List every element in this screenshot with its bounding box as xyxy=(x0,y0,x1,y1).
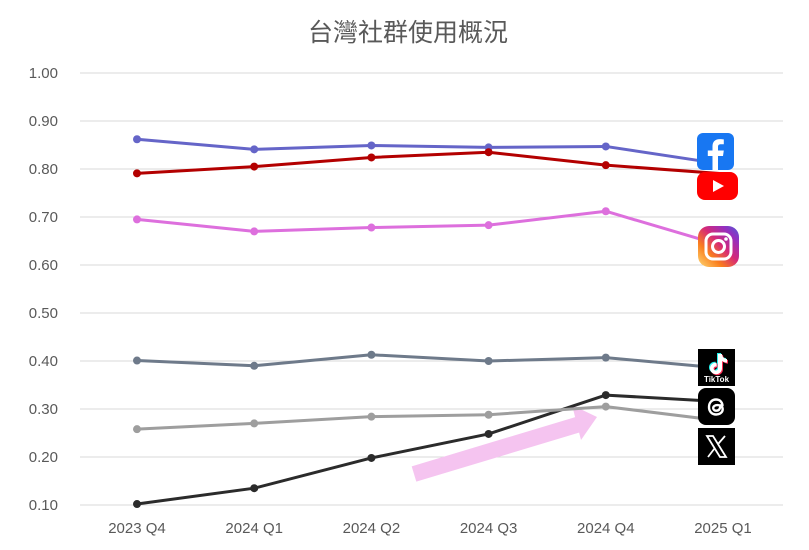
series-youtube xyxy=(133,148,724,178)
data-point-tiktok xyxy=(601,353,610,362)
series-line-tiktok xyxy=(136,353,724,370)
data-point-tiktok xyxy=(484,357,493,365)
data-point-facebook xyxy=(601,142,610,151)
data-point-threads xyxy=(367,453,376,462)
series-line-instagram xyxy=(136,209,724,248)
y-tick-label: 0.10 xyxy=(29,497,58,514)
trend-arrow xyxy=(411,405,597,482)
series-line-threads xyxy=(136,393,724,506)
gridlines xyxy=(80,72,783,506)
y-tick-label: 0.60 xyxy=(29,257,58,274)
series-threads xyxy=(133,391,724,509)
data-point-tiktok xyxy=(250,361,259,370)
data-point-youtube xyxy=(133,169,141,178)
series-line-youtube xyxy=(136,150,724,176)
data-point-threads xyxy=(250,484,259,493)
data-point-facebook xyxy=(133,135,141,144)
series-tiktok xyxy=(133,350,724,370)
series-lines xyxy=(133,135,724,509)
data-point-threads xyxy=(484,429,493,438)
data-point-x xyxy=(133,425,141,434)
y-tick-label: 0.30 xyxy=(29,401,58,418)
data-point-youtube xyxy=(367,153,376,162)
series-instagram xyxy=(133,207,724,248)
tiktok-icon-label: TikTok xyxy=(704,375,730,384)
data-point-x xyxy=(484,410,493,419)
series-line-facebook xyxy=(136,137,724,166)
youtube-icon xyxy=(697,172,738,200)
x-tick-label: 2025 Q1 xyxy=(694,520,752,537)
y-tick-label: 0.70 xyxy=(29,209,58,226)
y-tick-label: 0.50 xyxy=(29,305,58,322)
x-tick-label: 2024 Q2 xyxy=(343,520,401,537)
data-point-threads xyxy=(133,500,141,509)
y-tick-label: 0.90 xyxy=(29,113,58,130)
data-point-facebook xyxy=(250,145,259,154)
data-point-facebook xyxy=(367,141,376,150)
x-tick-label: 2024 Q4 xyxy=(577,520,635,537)
data-point-instagram xyxy=(484,221,493,230)
y-tick-label: 0.20 xyxy=(29,449,58,466)
chart-title: 台灣社群使用概況 xyxy=(308,18,508,47)
data-point-instagram xyxy=(367,223,376,232)
data-point-youtube xyxy=(484,148,493,157)
x-axis-tick-labels: 2023 Q4 2024 Q1 2024 Q2 2024 Q3 2024 Q4 2025 … xyxy=(108,520,752,537)
data-point-tiktok xyxy=(133,356,141,365)
series-line-x xyxy=(136,405,724,431)
instagram-icon xyxy=(698,226,739,267)
facebook-icon xyxy=(697,133,734,170)
tiktok-icon: TikTok xyxy=(698,349,735,386)
trend-arrow-shaft xyxy=(411,416,583,482)
series-x xyxy=(133,402,724,434)
threads-icon xyxy=(698,388,735,425)
data-point-instagram xyxy=(250,227,259,236)
x-icon xyxy=(698,428,735,465)
y-tick-label: 0.80 xyxy=(29,161,58,178)
y-tick-label: 1.00 xyxy=(29,65,58,82)
data-point-instagram xyxy=(601,207,610,216)
data-point-threads xyxy=(601,391,610,400)
x-tick-label: 2024 Q1 xyxy=(225,520,283,537)
data-point-tiktok xyxy=(367,350,376,359)
trend-arrow-head xyxy=(572,405,597,440)
data-point-x xyxy=(367,412,376,421)
x-tick-label: 2024 Q3 xyxy=(460,520,518,537)
data-point-youtube xyxy=(250,162,259,171)
data-point-x xyxy=(250,419,259,428)
platform-legend-icons: TikTok xyxy=(697,133,739,465)
y-axis-tick-labels: 0.10 0.20 0.30 0.40 0.50 0.60 0.70 0.80 0.90 1.00 xyxy=(29,65,58,514)
data-point-youtube xyxy=(601,161,610,170)
series-facebook xyxy=(133,135,724,166)
data-point-x xyxy=(601,402,610,411)
x-tick-label: 2023 Q4 xyxy=(108,520,166,537)
y-tick-label: 0.40 xyxy=(29,353,58,370)
data-point-instagram xyxy=(133,215,141,224)
